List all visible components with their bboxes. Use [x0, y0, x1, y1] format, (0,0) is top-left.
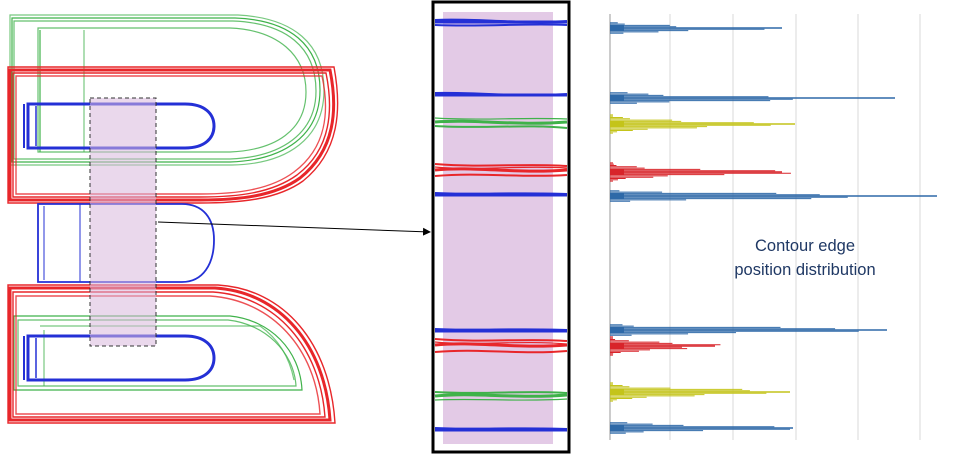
- histogram-peak-yellow: [610, 114, 795, 134]
- histogram-gridlines: [669, 14, 921, 440]
- zoomed-red-edge-1: [434, 163, 568, 177]
- contour-edge-label-line1: Contour edge: [755, 237, 855, 255]
- contour-edge-label: Contour edge position distribution: [700, 234, 910, 282]
- contour-edge-label-line2: position distribution: [734, 261, 876, 279]
- edge-distribution-panel: [600, 0, 974, 454]
- zoomed-blue-edge-2: [434, 91, 568, 97]
- histogram-peak-base: [610, 343, 624, 349]
- blue-contour-middle: [37, 203, 215, 283]
- histogram-peak-base: [610, 169, 624, 175]
- zoomed-blue-edge-1: [434, 18, 568, 27]
- histogram-peak-base: [610, 121, 624, 127]
- zoomed-roi-drawing: [431, 0, 571, 454]
- histogram-peak-blue: [610, 324, 887, 336]
- zoomed-blue-edge-3: [434, 192, 568, 197]
- histogram-peak-base: [610, 193, 624, 199]
- green-contours-bottom: [13, 315, 303, 391]
- histogram-peak-base: [610, 95, 624, 101]
- contour-overlay-panel: [0, 0, 350, 454]
- histogram-peak-blue: [610, 190, 937, 202]
- histogram-peak-base: [610, 389, 624, 395]
- zoomed-red-edge-2: [434, 338, 568, 354]
- histogram-peak-blue: [610, 422, 793, 434]
- histogram-peak-red: [610, 162, 791, 182]
- zoomed-green-edge-1: [434, 117, 568, 129]
- histogram-peak-blue: [610, 22, 782, 34]
- histogram-peak-red: [610, 336, 721, 356]
- histogram-peak-yellow: [610, 382, 790, 402]
- red-contours-bottom: [7, 284, 336, 424]
- zoomed-roi-fill: [443, 12, 553, 444]
- zoomed-roi-panel: [425, 0, 575, 454]
- zoomed-green-edge-2: [434, 391, 568, 401]
- histogram-peak-base: [610, 327, 624, 333]
- roi-box: [89, 97, 157, 347]
- histogram-peak-base: [610, 425, 624, 431]
- zoomed-blue-edge-5: [434, 427, 568, 432]
- blue-contour-bottom: [23, 334, 216, 382]
- zoomed-blue-edge-4: [434, 328, 568, 333]
- contour-overlay-drawing: [7, 14, 339, 424]
- histogram-bars: [610, 22, 937, 434]
- histogram-peak-blue: [610, 92, 895, 104]
- red-contours-top: [7, 66, 339, 204]
- histogram-peak-base: [610, 25, 624, 31]
- edge-distribution-histogram: [609, 14, 937, 440]
- blue-contour-top: [23, 102, 216, 150]
